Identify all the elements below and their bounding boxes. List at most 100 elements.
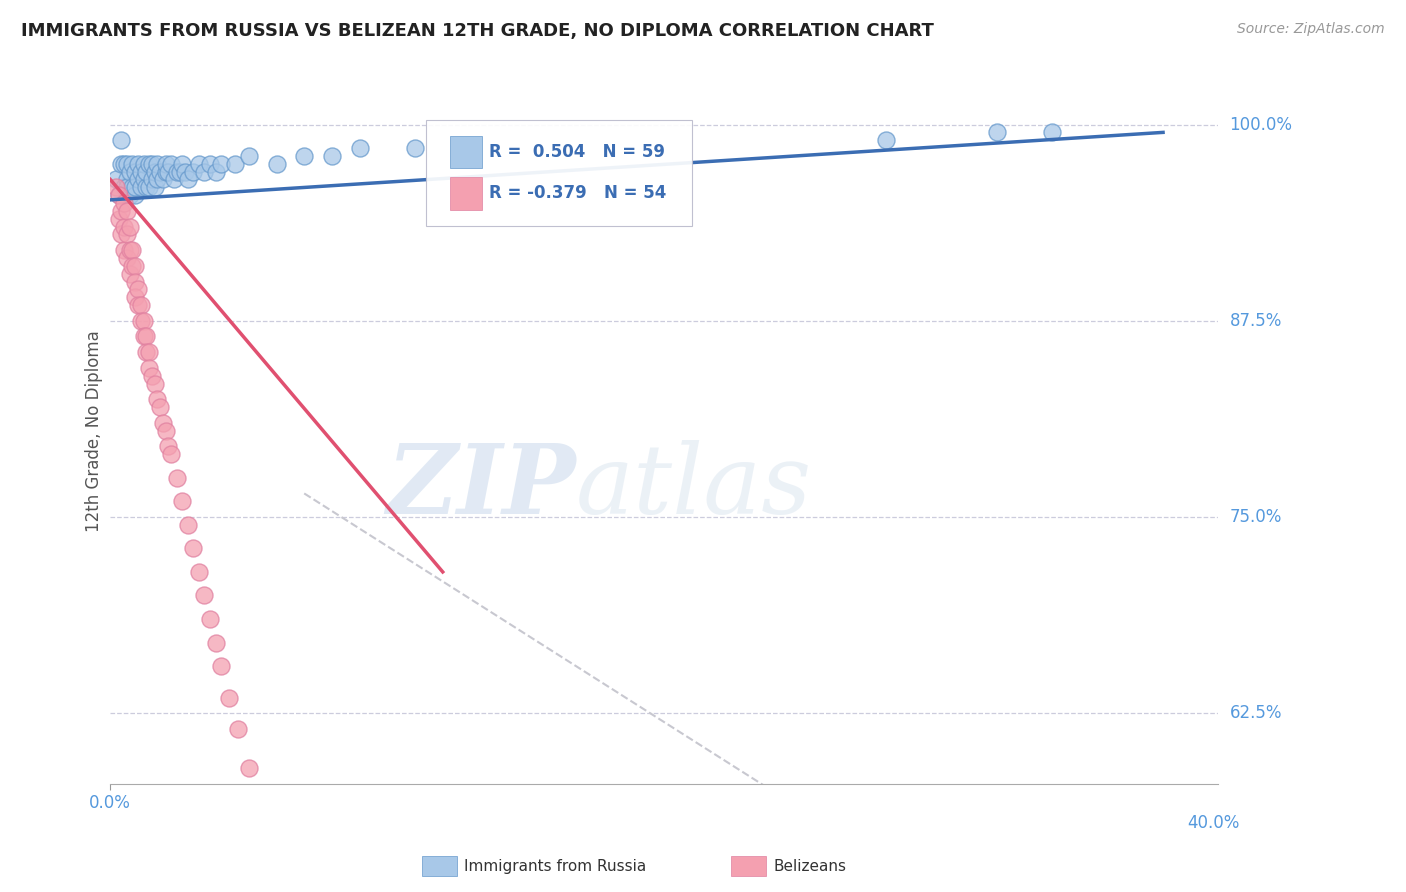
Point (209, 659, 232, 673)
Text: ZIP: ZIP (387, 440, 575, 534)
Point (166, 471, 188, 485)
Point (218, 690, 240, 705)
Point (127, 282, 149, 296)
Point (135, 345, 157, 359)
Point (187, 565, 209, 579)
Point (152, 172, 174, 186)
Point (204, 164, 226, 178)
FancyBboxPatch shape (426, 120, 692, 226)
Point (349, 141, 371, 155)
Point (127, 172, 149, 186)
FancyBboxPatch shape (450, 136, 481, 169)
Point (124, 259, 146, 273)
Point (157, 164, 180, 178)
Point (404, 141, 426, 155)
Point (132, 172, 155, 186)
Point (118, 219, 141, 234)
Point (143, 180, 166, 194)
Text: R =  0.504   N = 59: R = 0.504 N = 59 (489, 143, 665, 161)
Point (121, 259, 143, 273)
Point (124, 180, 146, 194)
Point (124, 275, 146, 289)
Text: 87.5%: 87.5% (1230, 312, 1282, 330)
Point (118, 164, 141, 178)
Point (141, 368, 163, 383)
Point (141, 172, 163, 186)
Text: Source: ZipAtlas.com: Source: ZipAtlas.com (1237, 22, 1385, 37)
Point (112, 219, 135, 234)
Text: 40.0%: 40.0% (1187, 814, 1239, 832)
Point (138, 345, 160, 359)
Point (166, 164, 188, 178)
Point (238, 149, 260, 163)
Point (321, 149, 343, 163)
Point (104, 180, 127, 194)
Point (238, 761, 260, 775)
Point (204, 635, 226, 649)
Point (107, 188, 129, 202)
Text: 100.0%: 100.0% (1230, 116, 1292, 134)
Point (112, 180, 135, 194)
Point (177, 517, 200, 532)
Point (127, 298, 149, 312)
Point (115, 227, 138, 242)
Point (183, 541, 205, 556)
Point (1040, 125, 1063, 139)
Point (193, 589, 215, 603)
Point (143, 164, 166, 178)
Point (160, 157, 183, 171)
Point (174, 164, 197, 178)
Point (124, 164, 146, 178)
Point (129, 298, 152, 312)
Point (118, 267, 141, 281)
Text: 75.0%: 75.0% (1230, 508, 1282, 526)
Point (107, 211, 129, 226)
Point (118, 188, 141, 202)
Point (115, 203, 138, 218)
Point (132, 314, 155, 328)
Point (121, 180, 143, 194)
FancyBboxPatch shape (450, 178, 481, 210)
Point (149, 400, 172, 414)
Point (138, 360, 160, 375)
Point (155, 424, 177, 438)
Point (124, 290, 146, 304)
Point (132, 329, 155, 343)
Point (198, 157, 221, 171)
Point (177, 172, 200, 186)
Point (157, 439, 180, 453)
Point (129, 314, 152, 328)
Point (160, 447, 183, 461)
Point (152, 416, 174, 430)
Point (110, 133, 132, 147)
Point (198, 612, 221, 626)
Point (135, 329, 157, 343)
Point (115, 180, 138, 194)
Point (110, 157, 132, 171)
Point (226, 722, 249, 736)
Point (146, 157, 169, 171)
Point (146, 172, 169, 186)
Text: Belizeans: Belizeans (773, 859, 846, 873)
Point (266, 157, 288, 171)
Point (155, 164, 177, 178)
Point (135, 164, 157, 178)
Point (292, 149, 315, 163)
Point (141, 157, 163, 171)
Point (104, 172, 127, 186)
Point (135, 180, 157, 194)
Point (172, 494, 194, 508)
Point (115, 157, 138, 171)
Point (183, 164, 205, 178)
Point (155, 157, 177, 171)
Point (172, 157, 194, 171)
Point (986, 125, 1008, 139)
Point (112, 243, 135, 257)
Point (107, 188, 129, 202)
Point (146, 392, 169, 407)
Point (149, 164, 172, 178)
Point (143, 376, 166, 391)
Point (115, 172, 138, 186)
Point (121, 243, 143, 257)
Point (112, 157, 135, 171)
